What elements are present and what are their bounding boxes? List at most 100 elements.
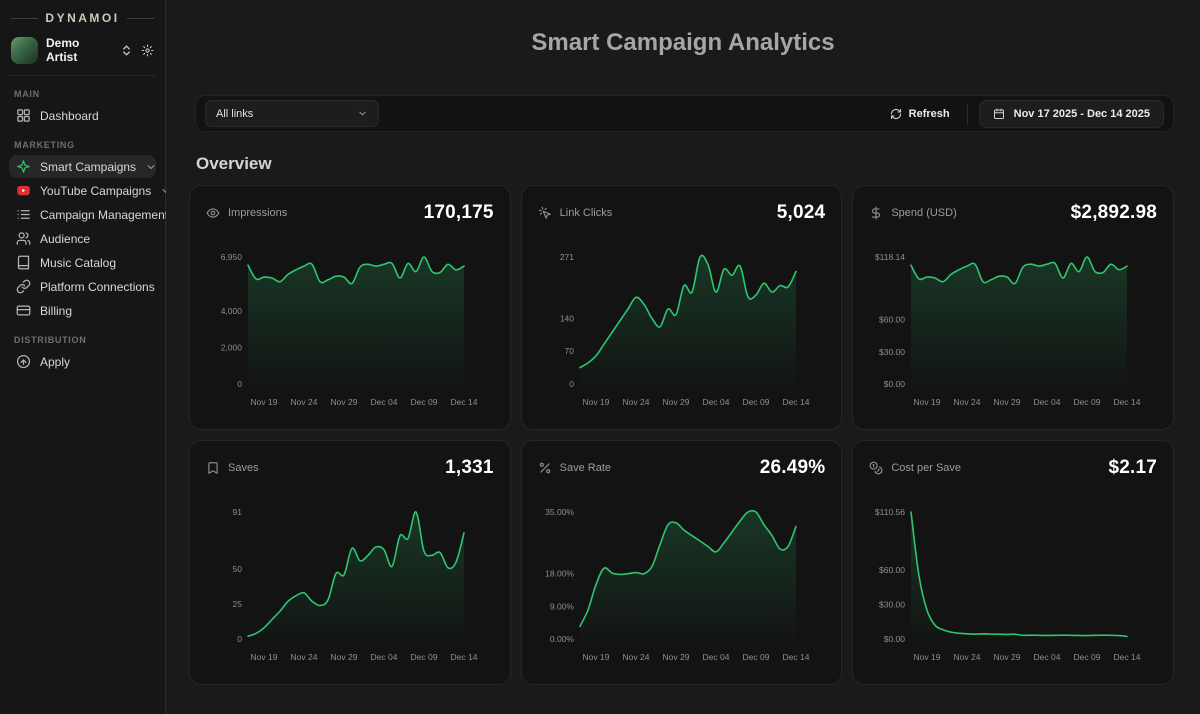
refresh-label: Refresh [908, 107, 950, 120]
coins-icon [869, 461, 883, 475]
svg-text:$60.00: $60.00 [879, 565, 905, 575]
chevron-down-icon [357, 108, 368, 119]
svg-text:Nov 24: Nov 24 [291, 652, 318, 662]
overview-heading: Overview [196, 154, 272, 174]
sidebar-item-music-catalog[interactable]: Music Catalog [9, 251, 156, 274]
sidebar-item-youtube-campaigns[interactable]: YouTube Campaigns [9, 179, 170, 202]
card-header: Cost per Save $2.17 [869, 457, 1157, 479]
apply-icon [16, 354, 31, 369]
svg-text:6,950: 6,950 [221, 252, 243, 262]
chart-area: 0.00% 9.00% 18.00% 35.00% Nov 19 Nov 24 Nov 29… [538, 499, 826, 673]
svg-text:Dec 04: Dec 04 [1034, 652, 1061, 662]
metric-cards-grid: Impressions 170,175 0 2,000 4,000 6,950 Nov … [189, 185, 1174, 686]
svg-text:Dec 04: Dec 04 [702, 652, 729, 662]
gear-icon[interactable] [141, 44, 154, 57]
sidebar-item-dashboard[interactable]: Dashboard [9, 104, 156, 127]
svg-text:0: 0 [237, 379, 242, 389]
page-title: Smart Campaign Analytics [531, 29, 835, 56]
sidebar-item-label: Campaign Management [40, 207, 169, 222]
svg-text:271: 271 [559, 252, 573, 262]
metric-value: 1,331 [445, 457, 494, 479]
metric-card-cost-per-save: Cost per Save $2.17 $0.00 $30.00 $60.00 $11… [852, 440, 1174, 686]
sidebar-item-smart-campaigns[interactable]: Smart Campaigns [9, 155, 156, 178]
sidebar-item-apply[interactable]: Apply [9, 350, 156, 373]
chart-area: 0 2,000 4,000 6,950 Nov 19 Nov 24 Nov 29 Dec 04… [206, 244, 494, 418]
svg-text:Dec 04: Dec 04 [371, 652, 398, 662]
svg-text:Dec 14: Dec 14 [782, 397, 809, 407]
dollar-icon [869, 206, 883, 220]
svg-text:Dec 09: Dec 09 [1074, 652, 1101, 662]
svg-text:$60.00: $60.00 [879, 315, 905, 325]
svg-text:0.00%: 0.00% [550, 634, 575, 644]
refresh-button[interactable]: Refresh [884, 103, 956, 125]
metric-label: Spend (USD) [891, 207, 957, 220]
chart-area: $0.00 $30.00 $60.00 $118.14 Nov 19 Nov 24 Nov … [869, 244, 1157, 418]
brand-logo-text: DYNAMOI [45, 11, 120, 25]
svg-text:35.00%: 35.00% [545, 507, 574, 517]
svg-text:Dec 04: Dec 04 [1034, 397, 1061, 407]
links-filter-select[interactable]: All links [205, 100, 379, 128]
sidebar-section-label: DISTRIBUTION [14, 335, 87, 345]
svg-text:Nov 19: Nov 19 [582, 397, 609, 407]
book-icon [16, 255, 31, 270]
metric-line-chart: 0 2,000 4,000 6,950 Nov 19 Nov 24 Nov 29 Dec 04… [221, 252, 478, 407]
metric-title: Spend (USD) [869, 206, 957, 220]
metric-card-impressions: Impressions 170,175 0 2,000 4,000 6,950 Nov … [189, 185, 511, 431]
filter-bar: All links Refresh Nov 17 2025 - Dec 14 2… [195, 95, 1174, 133]
svg-text:50: 50 [233, 564, 243, 574]
svg-text:Nov 24: Nov 24 [291, 397, 318, 407]
metric-value: $2.17 [1108, 457, 1157, 479]
metric-value: 5,024 [776, 202, 826, 224]
svg-text:Dec 14: Dec 14 [782, 652, 809, 662]
svg-text:Dec 09: Dec 09 [411, 397, 438, 407]
profile-switcher[interactable]: Demo Artist [9, 32, 156, 76]
metric-card-link-clicks: Link Clicks 5,024 0 70 140 271 Nov 19 Nov 24 N… [520, 185, 843, 431]
metric-title: Impressions [206, 206, 287, 220]
metric-label: Save Rate [559, 462, 612, 475]
metric-line-chart: 0 70 140 271 Nov 19 Nov 24 Nov 29 Dec 04 Dec 09 D… [559, 252, 809, 407]
filter-actions: Refresh Nov 17 2025 - Dec 14 2025 [884, 99, 1164, 128]
svg-text:Dec 14: Dec 14 [1114, 397, 1141, 407]
metric-label: Cost per Save [891, 462, 962, 475]
youtube-icon [16, 183, 31, 198]
svg-text:Nov 24: Nov 24 [954, 652, 981, 662]
svg-text:25: 25 [233, 599, 243, 609]
link-icon [16, 279, 31, 294]
svg-text:4,000: 4,000 [221, 306, 243, 316]
svg-text:70: 70 [564, 346, 574, 356]
svg-text:91: 91 [233, 507, 243, 517]
percent-icon [538, 461, 552, 475]
svg-text:Dec 04: Dec 04 [702, 397, 729, 407]
sidebar-nav: MAIN Dashboard MARKETING Smart Campaigns You… [9, 76, 170, 374]
svg-text:2,000: 2,000 [221, 343, 243, 353]
sidebar-item-platform-connections[interactable]: Platform Connections [9, 275, 156, 298]
sidebar-item-label: Platform Connections [40, 279, 155, 294]
chevron-down-icon [145, 161, 157, 173]
metric-value: 170,175 [423, 202, 494, 224]
metric-line-chart: $0.00 $30.00 $60.00 $110.56 Nov 19 Nov 24 Nov … [875, 507, 1141, 662]
sidebar-item-label: Dashboard [40, 108, 99, 123]
svg-text:Dec 09: Dec 09 [742, 652, 769, 662]
svg-text:Dec 09: Dec 09 [411, 652, 438, 662]
metric-value: $2,892.98 [1070, 202, 1157, 224]
sidebar-item-campaign-management[interactable]: Campaign Management [9, 203, 168, 226]
sidebar-item-audience[interactable]: Audience [9, 227, 156, 250]
chevrons-up-down-icon[interactable] [120, 44, 133, 57]
list-icon [16, 207, 31, 222]
sidebar-section-label: MAIN [14, 89, 40, 99]
svg-text:0: 0 [237, 634, 242, 644]
svg-text:Nov 29: Nov 29 [662, 397, 689, 407]
svg-text:Nov 19: Nov 19 [251, 397, 278, 407]
metric-title: Saves [206, 461, 259, 475]
divider [966, 103, 968, 124]
svg-text:Dec 09: Dec 09 [742, 397, 769, 407]
sidebar-item-billing[interactable]: Billing [9, 299, 156, 322]
users-icon [16, 231, 31, 246]
svg-text:Nov 19: Nov 19 [914, 397, 941, 407]
card-icon [16, 303, 31, 318]
metric-title: Save Rate [538, 461, 611, 475]
svg-text:Nov 29: Nov 29 [331, 397, 358, 407]
date-range-button[interactable]: Nov 17 2025 - Dec 14 2025 [978, 99, 1164, 128]
links-filter-value: All links [216, 107, 254, 120]
metric-card-save-rate: Save Rate 26.49% 0.00% 9.00% 18.00% 35.00% N… [520, 440, 843, 686]
